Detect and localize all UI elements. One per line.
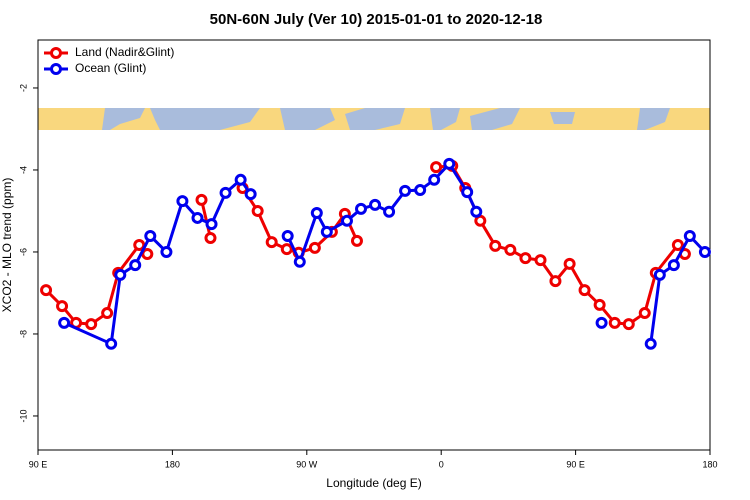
point	[293, 255, 306, 268]
point	[595, 316, 608, 329]
point	[622, 318, 635, 331]
point	[310, 207, 323, 220]
point	[593, 298, 606, 311]
point	[504, 243, 517, 256]
point	[350, 234, 363, 247]
y-tick-label: -2	[18, 84, 28, 92]
point	[204, 232, 217, 245]
point	[308, 241, 321, 254]
point	[40, 284, 53, 297]
series-line	[45, 164, 687, 326]
point	[133, 239, 146, 251]
x-tick-label: 90 E	[29, 459, 48, 469]
point	[144, 229, 157, 242]
point	[280, 243, 293, 256]
x-tick-label: 180	[702, 459, 717, 469]
point	[191, 211, 204, 224]
point	[114, 268, 127, 281]
point	[563, 257, 576, 270]
y-axis-label: XCO2 - MLO trend (ppm)	[0, 178, 14, 313]
point	[443, 157, 456, 170]
point	[85, 318, 98, 331]
point	[653, 268, 666, 281]
point	[428, 173, 441, 186]
point	[549, 275, 562, 288]
point	[195, 193, 208, 206]
point	[205, 218, 218, 231]
point	[281, 229, 294, 242]
point	[369, 198, 382, 211]
plot-frame	[37, 39, 711, 451]
point	[141, 248, 154, 261]
point	[683, 229, 696, 242]
point	[470, 205, 483, 218]
point	[608, 316, 621, 329]
point	[638, 307, 651, 320]
legend-label: Ocean (Glint)	[75, 61, 146, 75]
point	[399, 184, 412, 197]
y-tick-label: -8	[18, 330, 28, 338]
point	[578, 284, 591, 297]
x-tick-label: 90 E	[566, 459, 585, 469]
point	[461, 186, 474, 199]
point	[160, 245, 173, 258]
point	[355, 202, 368, 215]
point	[474, 214, 487, 227]
point	[219, 186, 232, 199]
point	[265, 236, 278, 249]
point	[489, 239, 502, 252]
y-tick-label: -10	[18, 409, 28, 422]
point	[58, 316, 71, 329]
legend-label: Land (Nadir&Glint)	[75, 45, 174, 59]
point	[430, 161, 443, 174]
point	[251, 204, 264, 217]
point	[320, 225, 333, 238]
point	[698, 245, 711, 258]
legend-marker	[50, 63, 62, 75]
chart-title: 50N-60N July (Ver 10) 2015-01-01 to 2020…	[210, 11, 543, 28]
point	[56, 300, 69, 313]
x-tick-label: 0	[439, 459, 444, 469]
point	[671, 239, 684, 251]
point	[105, 337, 118, 350]
x-tick-label: 180	[165, 459, 180, 469]
point	[129, 259, 142, 272]
point	[176, 195, 189, 208]
y-tick-label: -6	[18, 248, 28, 256]
point	[414, 184, 427, 197]
point	[644, 337, 657, 350]
point	[244, 188, 257, 201]
x-axis-label: Longitude (deg E)	[326, 476, 421, 490]
x-tick-label: 90 W	[296, 459, 318, 469]
point	[101, 307, 114, 320]
point	[340, 214, 353, 227]
y-tick-label: -4	[18, 166, 28, 174]
point	[234, 173, 247, 186]
point	[534, 254, 547, 267]
point	[383, 205, 396, 218]
map-strip	[38, 108, 710, 130]
legend-marker	[50, 47, 62, 59]
point	[667, 259, 680, 272]
point	[519, 252, 532, 265]
